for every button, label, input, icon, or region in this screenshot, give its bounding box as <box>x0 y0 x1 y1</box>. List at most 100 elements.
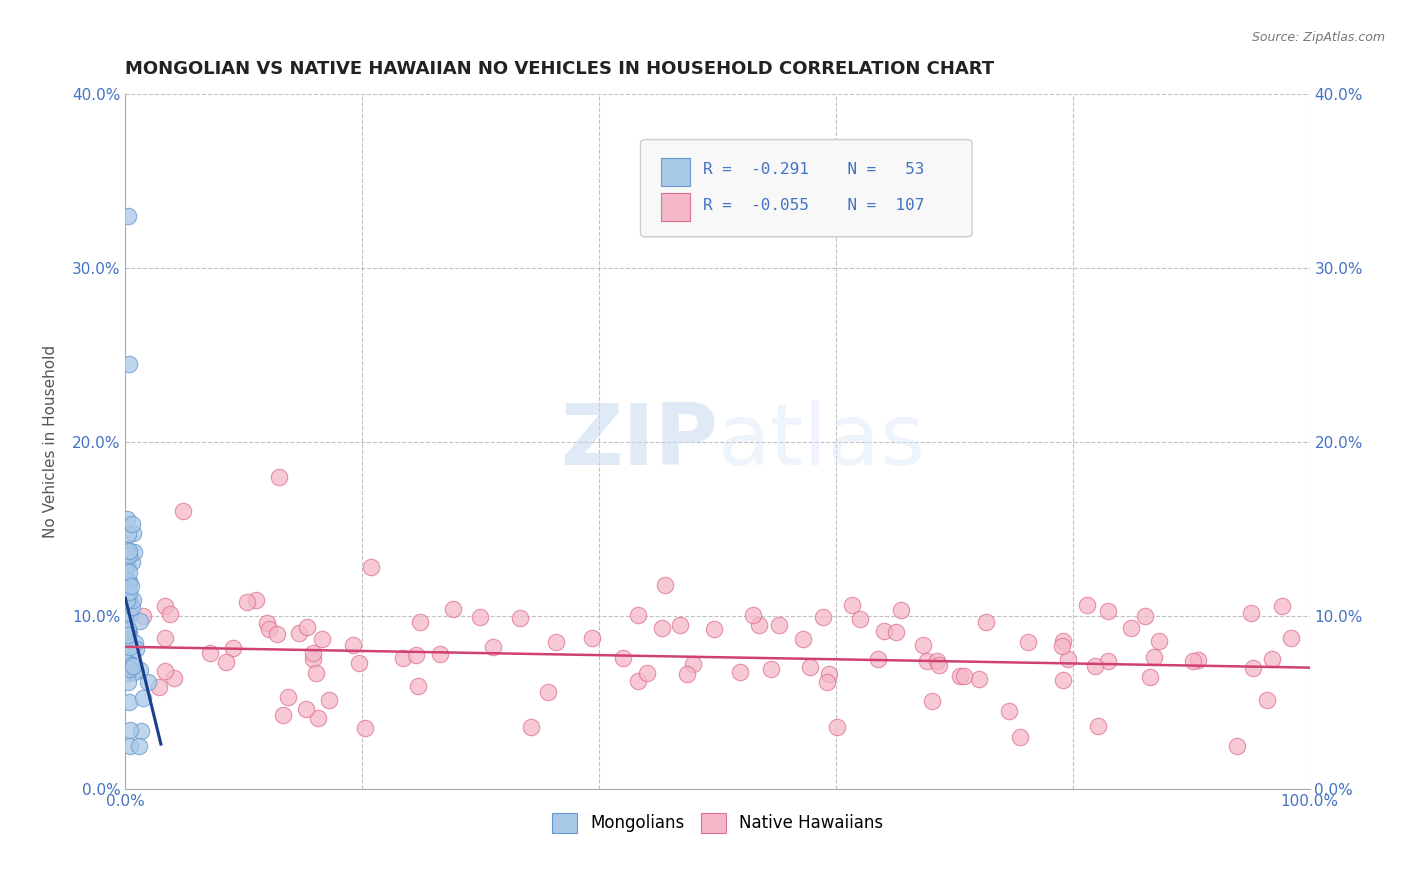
Point <box>121 517 143 532</box>
Point <box>799 660 821 674</box>
Point <box>271 708 294 723</box>
Point <box>676 667 699 681</box>
Point <box>121 599 143 614</box>
Point <box>347 656 370 670</box>
Text: MONGOLIAN VS NATIVE HAWAIIAN NO VEHICLES IN HOUSEHOLD CORRELATION CHART: MONGOLIAN VS NATIVE HAWAIIAN NO VEHICLES… <box>125 60 994 78</box>
Point <box>912 638 935 652</box>
Point <box>122 659 145 673</box>
Point <box>1052 673 1074 687</box>
Point <box>266 627 288 641</box>
Point <box>259 623 281 637</box>
Point <box>627 674 650 689</box>
Point <box>118 574 141 588</box>
Point <box>1087 719 1109 733</box>
Point <box>1097 654 1119 668</box>
Point <box>1056 652 1078 666</box>
Point <box>302 646 325 660</box>
Point <box>118 606 141 620</box>
Point <box>925 654 948 668</box>
Point <box>297 619 319 633</box>
Point <box>155 599 177 613</box>
Point <box>967 672 990 686</box>
Point <box>122 545 145 559</box>
Point <box>1052 634 1074 648</box>
Point <box>117 622 139 636</box>
Point <box>118 576 141 591</box>
Point <box>125 641 148 656</box>
Point <box>120 579 142 593</box>
Legend: Mongolians, Native Hawaiians: Mongolians, Native Hawaiians <box>551 813 883 833</box>
Point <box>537 685 560 699</box>
Point <box>128 739 150 753</box>
Point <box>354 722 377 736</box>
Point <box>120 723 142 738</box>
Point <box>115 542 138 557</box>
Point <box>768 618 790 632</box>
Point <box>269 469 291 483</box>
Point <box>1008 730 1031 744</box>
Point <box>654 577 676 591</box>
FancyBboxPatch shape <box>661 159 690 186</box>
Point <box>117 512 139 526</box>
Point <box>949 669 972 683</box>
Point <box>1187 653 1209 667</box>
Point <box>342 638 364 652</box>
Point <box>811 609 834 624</box>
Point <box>115 666 138 681</box>
Point <box>612 650 634 665</box>
Point <box>974 615 997 630</box>
Point <box>136 675 159 690</box>
Point <box>118 548 141 562</box>
Point <box>1261 652 1284 666</box>
Point <box>703 622 725 636</box>
Point <box>118 695 141 709</box>
Point <box>405 648 427 663</box>
Point <box>953 669 976 683</box>
Point <box>441 601 464 615</box>
Point <box>307 711 329 725</box>
Point <box>128 614 150 628</box>
Point <box>884 625 907 640</box>
Point <box>304 666 326 681</box>
Point <box>117 662 139 676</box>
Point <box>406 680 429 694</box>
Point <box>236 595 259 609</box>
Point <box>117 589 139 603</box>
Point <box>1097 604 1119 618</box>
Point <box>1017 635 1039 649</box>
Point <box>682 657 704 671</box>
Point <box>118 565 141 579</box>
Point <box>1076 599 1098 613</box>
Text: R =  -0.055    N =  107: R = -0.055 N = 107 <box>703 198 925 213</box>
Point <box>245 593 267 607</box>
Point <box>120 658 142 673</box>
Point <box>742 608 765 623</box>
Point <box>132 690 155 705</box>
Point <box>163 672 186 686</box>
Point <box>153 664 176 678</box>
Point <box>122 592 145 607</box>
Point <box>825 720 848 734</box>
Point <box>792 632 814 646</box>
Point <box>921 693 943 707</box>
FancyBboxPatch shape <box>641 139 972 237</box>
Point <box>117 527 139 541</box>
Point <box>114 652 136 666</box>
Point <box>849 612 872 626</box>
Point <box>118 357 141 371</box>
Point <box>928 657 950 672</box>
Point <box>256 615 278 630</box>
Point <box>759 662 782 676</box>
Point <box>429 647 451 661</box>
Point <box>124 636 146 650</box>
Point <box>172 504 194 518</box>
Point <box>520 720 543 734</box>
Point <box>115 592 138 607</box>
Point <box>1279 631 1302 645</box>
Point <box>117 624 139 638</box>
Point <box>114 585 136 599</box>
Point <box>1133 608 1156 623</box>
Point <box>1226 739 1249 753</box>
Point <box>890 603 912 617</box>
Point <box>1143 650 1166 665</box>
